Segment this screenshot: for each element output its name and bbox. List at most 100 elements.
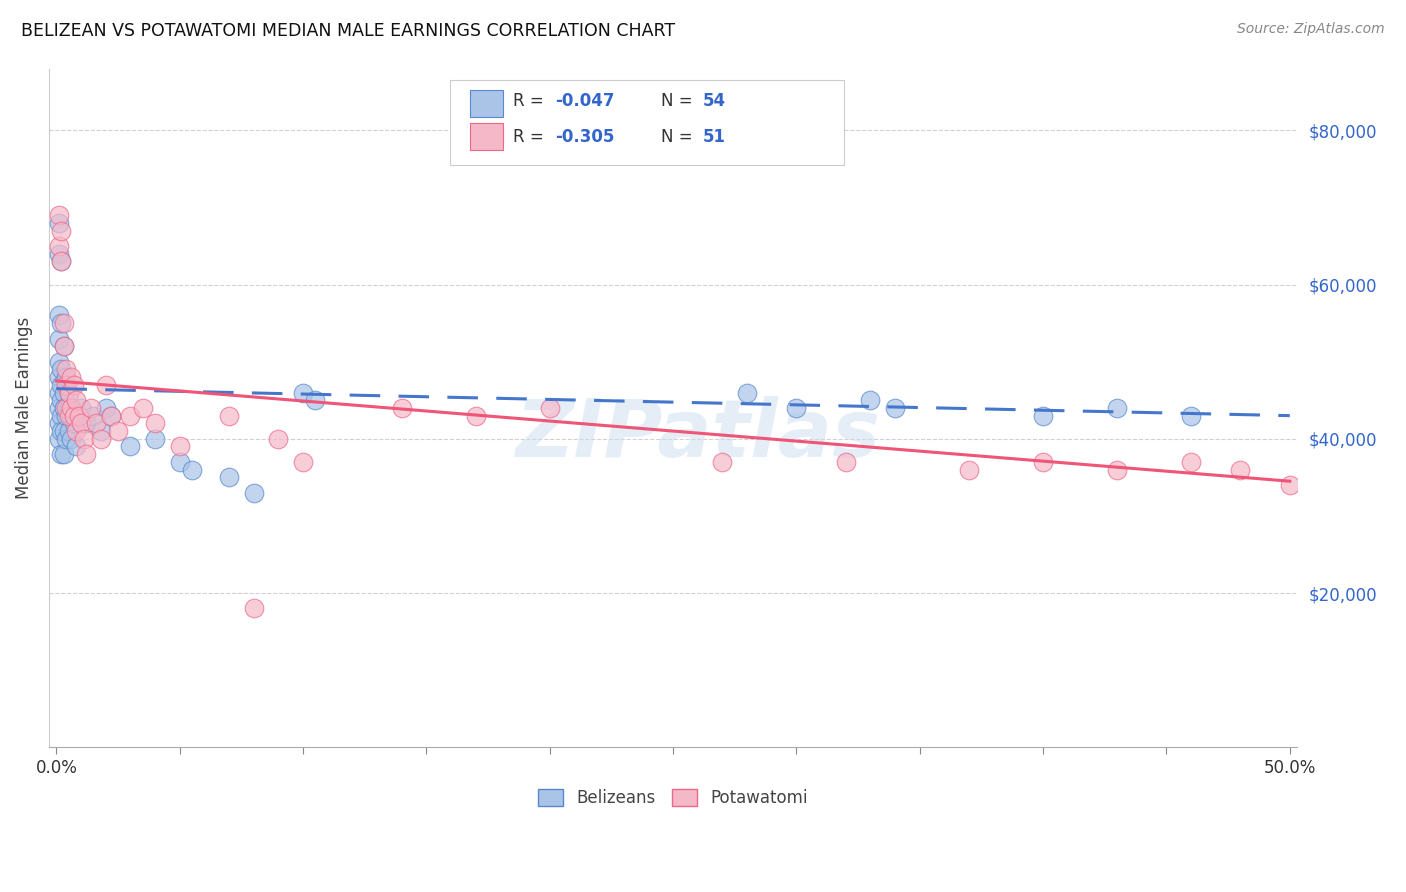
Point	[55, 401, 77, 415]
Point	[464, 409, 486, 423]
Point	[242, 485, 264, 500]
Point	[51, 377, 73, 392]
Point	[82, 409, 104, 423]
Point	[48, 246, 70, 260]
Point	[1402, 455, 1406, 469]
Point	[48, 401, 70, 415]
Point	[242, 601, 264, 615]
Point	[391, 401, 413, 415]
Legend: Belizeans, Potawatomi: Belizeans, Potawatomi	[531, 782, 815, 814]
Text: N =: N =	[661, 92, 697, 110]
Point	[62, 417, 84, 431]
Point	[94, 377, 117, 392]
Point	[51, 254, 73, 268]
Point	[1278, 478, 1301, 492]
Point	[292, 385, 315, 400]
Point	[62, 409, 84, 423]
Point	[169, 455, 191, 469]
Point	[48, 385, 70, 400]
Text: R =: R =	[513, 128, 550, 145]
Point	[55, 370, 77, 384]
Point	[884, 401, 907, 415]
Point	[90, 432, 112, 446]
Point	[51, 393, 73, 408]
Point	[48, 354, 70, 368]
Point	[60, 432, 83, 446]
Point	[1229, 463, 1251, 477]
Point	[143, 432, 166, 446]
Point	[52, 447, 75, 461]
Point	[67, 409, 90, 423]
Point	[1107, 463, 1129, 477]
Point	[75, 447, 97, 461]
Point	[55, 432, 77, 446]
Point	[52, 385, 75, 400]
Point	[48, 309, 70, 323]
Point	[94, 401, 117, 415]
Point	[1032, 409, 1054, 423]
Point	[51, 223, 73, 237]
Point	[859, 393, 882, 408]
Point	[58, 401, 80, 415]
Point	[65, 440, 87, 454]
Point	[84, 417, 107, 431]
Point	[785, 401, 807, 415]
Point	[55, 362, 77, 376]
Point	[52, 339, 75, 353]
Text: -0.305: -0.305	[555, 128, 614, 145]
Point	[1180, 409, 1202, 423]
Point	[52, 339, 75, 353]
Point	[80, 401, 103, 415]
Point	[75, 417, 97, 431]
Point	[48, 417, 70, 431]
Point	[58, 385, 80, 400]
Point	[218, 470, 240, 484]
Point	[51, 254, 73, 268]
Text: ZIPatlas: ZIPatlas	[516, 396, 880, 474]
Point	[55, 377, 77, 392]
Text: BELIZEAN VS POTAWATOMI MEDIAN MALE EARNINGS CORRELATION CHART: BELIZEAN VS POTAWATOMI MEDIAN MALE EARNI…	[21, 22, 675, 40]
Point	[60, 401, 83, 415]
Text: 51: 51	[703, 128, 725, 145]
Point	[48, 370, 70, 384]
Point	[65, 393, 87, 408]
Point	[1107, 401, 1129, 415]
Point	[48, 239, 70, 253]
Point	[60, 409, 83, 423]
Point	[1180, 455, 1202, 469]
Point	[711, 455, 734, 469]
Point	[51, 409, 73, 423]
Point	[957, 463, 980, 477]
Point	[120, 409, 142, 423]
Point	[735, 385, 758, 400]
Point	[835, 455, 858, 469]
Point	[52, 424, 75, 438]
Text: 54: 54	[703, 92, 725, 110]
Point	[304, 393, 326, 408]
Point	[52, 316, 75, 330]
Point	[72, 432, 94, 446]
Point	[181, 463, 204, 477]
Point	[48, 331, 70, 345]
Point	[48, 432, 70, 446]
Point	[51, 424, 73, 438]
Point	[70, 401, 93, 415]
Point	[218, 409, 240, 423]
Point	[65, 424, 87, 438]
Point	[58, 385, 80, 400]
Y-axis label: Median Male Earnings: Median Male Earnings	[15, 317, 32, 499]
Point	[100, 409, 122, 423]
Point	[51, 316, 73, 330]
Point	[90, 424, 112, 438]
Point	[51, 447, 73, 461]
Point	[48, 216, 70, 230]
Text: -0.047: -0.047	[555, 92, 614, 110]
Point	[58, 424, 80, 438]
Point	[169, 440, 191, 454]
Point	[1327, 470, 1350, 484]
Point	[1032, 455, 1054, 469]
Point	[100, 409, 122, 423]
Text: R =: R =	[513, 92, 550, 110]
Point	[538, 401, 561, 415]
Point	[107, 424, 129, 438]
